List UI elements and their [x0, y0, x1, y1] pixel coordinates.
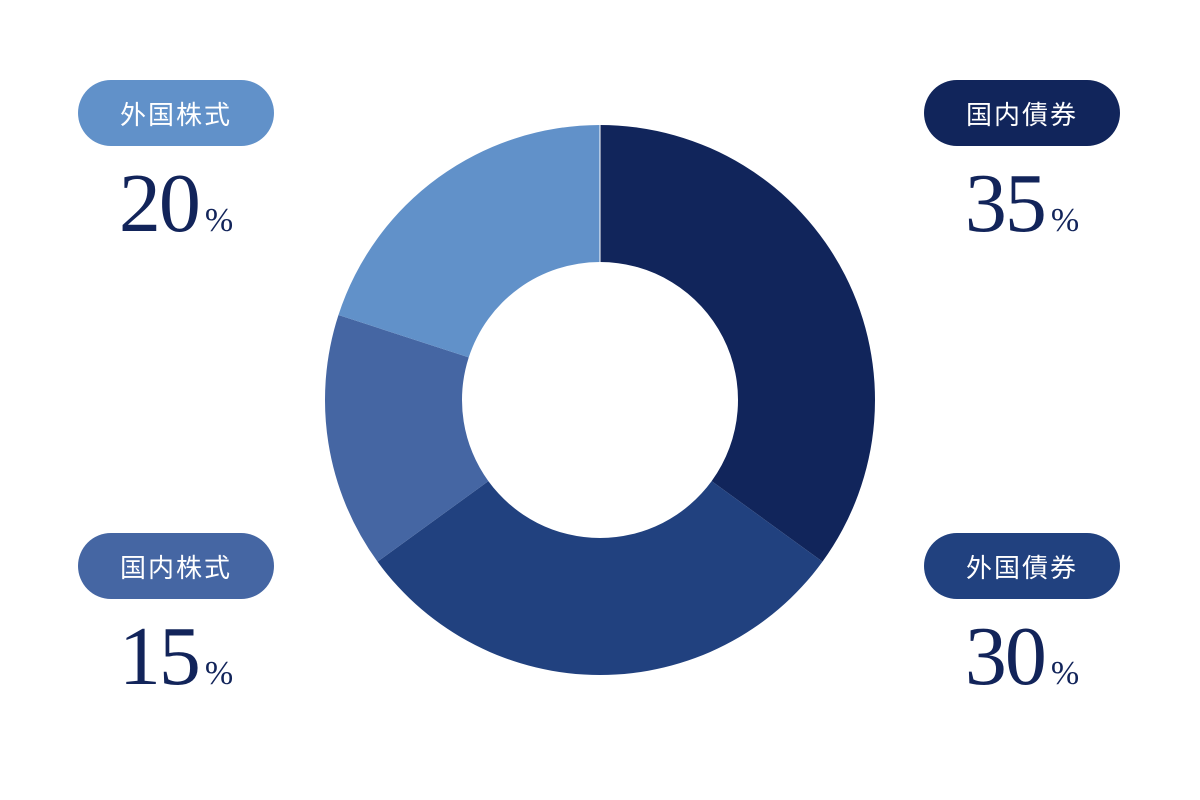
value-number: 15 — [118, 610, 201, 703]
label-pill-domestic-stock: 国内株式 — [78, 533, 274, 599]
donut-slice-2 — [325, 315, 489, 562]
value-number: 20 — [118, 157, 201, 250]
value-domestic-bond: 35 % — [964, 157, 1080, 250]
label-pill-foreign-bond: 外国債券 — [924, 533, 1120, 599]
percent-sign: % — [204, 655, 234, 692]
label-pill-foreign-stock: 外国株式 — [78, 80, 274, 146]
percent-sign: % — [1050, 202, 1080, 239]
value-number: 35 — [964, 157, 1047, 250]
value-number: 30 — [964, 610, 1047, 703]
legend-foreign-bond: 外国債券 30 % — [924, 533, 1120, 703]
value-foreign-bond: 30 % — [964, 610, 1080, 703]
legend-foreign-stock: 外国株式 20 % — [78, 80, 274, 250]
percent-sign: % — [204, 202, 234, 239]
donut-slice-1 — [377, 481, 823, 676]
legend-domestic-bond: 国内債券 35 % — [924, 80, 1120, 250]
percent-sign: % — [1050, 655, 1080, 692]
donut-slice-0 — [600, 125, 875, 562]
legend-domestic-stock: 国内株式 15 % — [78, 533, 274, 703]
label-pill-domestic-bond: 国内債券 — [924, 80, 1120, 146]
value-domestic-stock: 15 % — [118, 610, 234, 703]
value-foreign-stock: 20 % — [118, 157, 234, 250]
donut-slice-3 — [338, 125, 600, 358]
